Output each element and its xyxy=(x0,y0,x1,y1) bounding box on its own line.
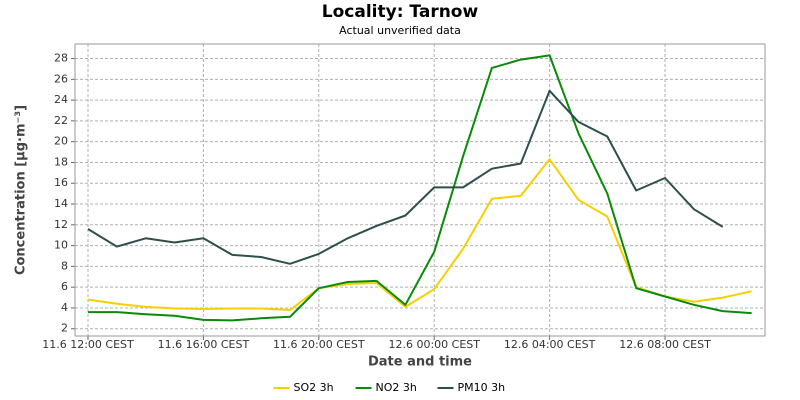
y-tick-label: 12 xyxy=(54,218,68,231)
x-tick-label: 12.6 00:00 CEST xyxy=(388,338,480,351)
chart-title: Locality: Tarnow xyxy=(322,2,479,22)
y-tick-label: 20 xyxy=(54,135,68,148)
x-tick-label: 12.6 04:00 CEST xyxy=(504,338,596,351)
legend-label: NO2 3h xyxy=(376,381,417,394)
x-tick-label: 11.6 12:00 CEST xyxy=(42,338,134,351)
x-tick-label: 11.6 20:00 CEST xyxy=(273,338,365,351)
y-tick-label: 8 xyxy=(61,259,68,272)
y-tick-label: 14 xyxy=(54,197,68,210)
y-tick-label: 18 xyxy=(54,155,68,168)
legend-label: PM10 3h xyxy=(458,381,506,394)
plot-frame xyxy=(74,43,766,337)
x-tick-label: 11.6 16:00 CEST xyxy=(158,338,250,351)
y-tick-label: 2 xyxy=(61,322,68,335)
x-axis-label: Date and time xyxy=(368,355,472,370)
chart-subtitle: Actual unverified data xyxy=(339,24,461,37)
y-tick-label: 6 xyxy=(61,280,68,293)
y-tick-label: 26 xyxy=(54,72,68,85)
y-axis-label: Concentration [µg·m⁻³] xyxy=(14,105,29,275)
x-tick-label: 12.6 08:00 CEST xyxy=(619,338,711,351)
y-tick-label: 16 xyxy=(54,176,68,189)
series-line xyxy=(87,89,724,265)
y-tick-label: 28 xyxy=(54,52,68,65)
series-line xyxy=(88,54,752,322)
y-tick-label: 22 xyxy=(54,114,68,127)
y-tick-label: 4 xyxy=(61,301,68,314)
y-tick-label: 10 xyxy=(54,239,68,252)
legend-label: SO2 3h xyxy=(294,381,334,394)
y-tick-label: 24 xyxy=(54,93,68,106)
